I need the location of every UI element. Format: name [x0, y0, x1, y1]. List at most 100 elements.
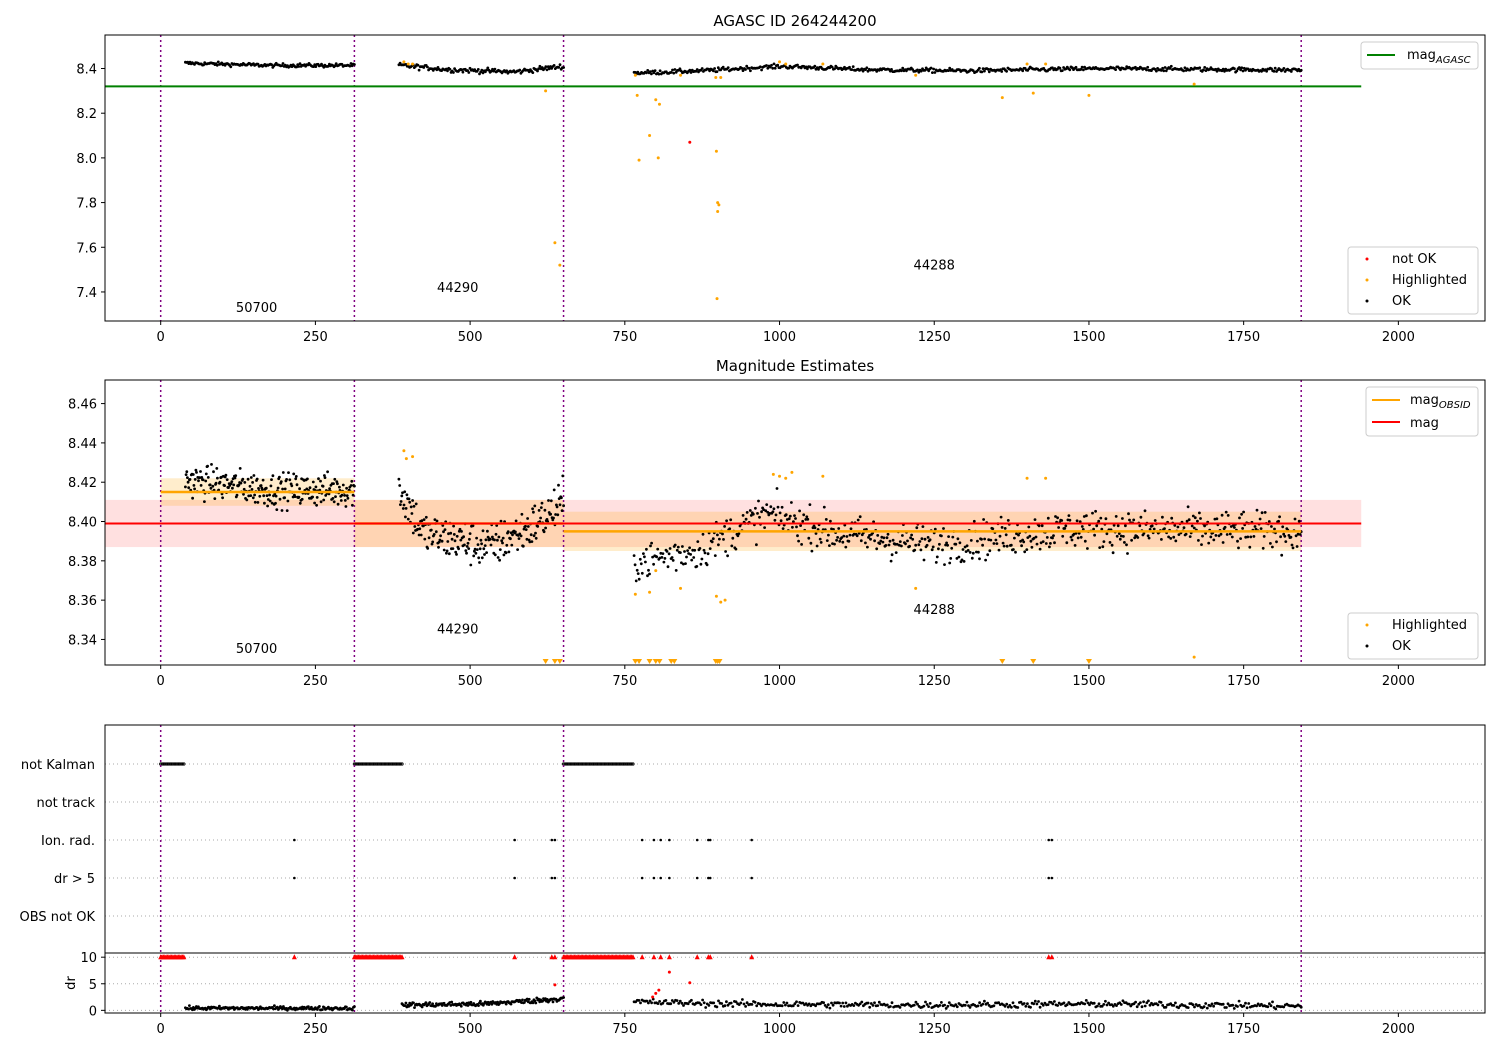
agasc-highlighted-point — [544, 89, 548, 93]
estimates-highlighted-point — [404, 457, 408, 461]
estimates-ok-point — [200, 476, 204, 479]
estimates-ok-point — [319, 500, 323, 504]
estimates-ok-point — [1252, 535, 1256, 538]
dr-ok-point — [504, 1002, 508, 1006]
estimates-ok-point — [549, 512, 552, 516]
agasc-ok-point — [340, 62, 344, 66]
legend-mag-obsid-label: magOBSID — [1410, 393, 1471, 411]
estimates-ok-point — [888, 539, 892, 543]
dr-clipped-marker — [512, 954, 518, 960]
dr-ok-point — [986, 1001, 989, 1005]
agasc-ok-point — [280, 64, 284, 67]
estimates-ok-point — [873, 539, 876, 543]
agasc-highlighted-point — [1087, 93, 1091, 97]
flag-marker — [640, 838, 644, 842]
dr-y-tick-label: 10 — [80, 951, 97, 966]
estimates-ok-point — [193, 478, 197, 481]
dr-ok-point — [838, 1001, 841, 1005]
dr-ok-point — [1100, 1004, 1104, 1008]
estimates-ok-point — [723, 525, 726, 528]
estimates-ok-point — [972, 519, 976, 523]
estimates-obsid-label: 50700 — [236, 642, 277, 657]
estimates-ok-point — [332, 500, 336, 504]
estimates-ok-point — [473, 547, 477, 551]
dr-ok-point — [707, 1004, 711, 1007]
estimates-ok-point — [887, 543, 891, 547]
estimates-ok-point — [866, 545, 869, 549]
dr-ok-point — [963, 1003, 967, 1007]
estimates-ok-point — [336, 502, 340, 506]
agasc-ok-point — [1114, 68, 1117, 71]
agasc-ok-point — [981, 67, 985, 70]
estimates-ok-point — [257, 487, 260, 490]
dr-not-ok-point — [553, 983, 557, 987]
flag-marker — [695, 876, 699, 880]
estimates-ok-point — [1015, 532, 1018, 536]
estimates-ok-point — [675, 548, 679, 552]
estimates-ok-point — [819, 541, 823, 544]
estimates-ok-point — [556, 513, 560, 517]
estimates-ok-point — [338, 485, 341, 489]
estimates-ok-point — [268, 499, 272, 503]
estimates-ok-point — [644, 560, 647, 564]
agasc-highlighted-point — [1192, 82, 1196, 86]
estimates-ok-point — [1049, 542, 1052, 545]
dr-ok-point — [791, 1004, 795, 1008]
dr-ok-point — [1237, 999, 1241, 1003]
dr-ok-point — [1225, 1006, 1228, 1009]
estimates-ok-point — [1228, 532, 1232, 536]
estimates-ok-point — [662, 560, 666, 564]
estimates-ok-point — [191, 496, 195, 500]
dr-ok-point — [1062, 1001, 1066, 1005]
dr-ok-point — [678, 999, 682, 1003]
estimates-ok-point — [765, 503, 769, 506]
flag-marker — [553, 838, 557, 842]
dr-ok-point — [1236, 1005, 1239, 1008]
flags-x-tick-label: 1250 — [918, 1022, 951, 1037]
estimates-ok-point — [682, 562, 685, 566]
estimates-ok-point — [796, 534, 799, 538]
estimates-ok-point — [1052, 534, 1055, 537]
estimates-highlighted-point — [654, 569, 658, 573]
estimates-ok-point — [1185, 519, 1189, 523]
estimates-ok-point — [807, 536, 811, 540]
legend-mag-agasc-label: magAGASC — [1407, 48, 1471, 66]
estimates-ok-point — [193, 487, 197, 491]
agasc-ok-point — [747, 66, 751, 70]
estimates-ok-point — [422, 524, 425, 528]
estimates-ok-point — [404, 507, 408, 510]
estimates-ok-point — [1110, 543, 1114, 547]
agasc-y-tick-label: 7.6 — [76, 241, 97, 256]
flag-marker — [293, 876, 296, 880]
estimates-ok-point — [496, 538, 499, 542]
agasc-ok-point — [806, 67, 809, 71]
flag-marker — [668, 838, 671, 842]
dr-ok-point — [218, 1004, 221, 1008]
estimates-ok-point — [514, 519, 518, 523]
estimates-ok-point — [755, 543, 758, 547]
estimates-ok-point — [964, 550, 968, 553]
agasc-ok-point — [558, 63, 562, 67]
estimates-ok-point — [847, 539, 851, 543]
estimates-ok-point — [514, 530, 517, 534]
estimates-ok-point — [402, 503, 406, 507]
estimates-ok-point — [317, 477, 320, 481]
agasc-ok-point — [334, 62, 338, 65]
estimates-ok-point — [478, 561, 481, 564]
dr-ok-point — [1174, 1001, 1177, 1005]
estimates-ok-point — [546, 520, 550, 523]
estimates-ok-point — [210, 463, 213, 466]
estimates-ok-point — [411, 499, 414, 502]
flags-x-tick-label: 0 — [157, 1022, 165, 1037]
dr-ok-point — [188, 1004, 191, 1007]
dr-ok-point — [1232, 1007, 1236, 1010]
estimates-ok-point — [227, 486, 230, 489]
agasc-ok-point — [669, 71, 673, 74]
estimates-ok-point — [475, 548, 479, 551]
dr-ok-point — [1053, 1000, 1056, 1003]
estimates-ok-point — [835, 538, 838, 542]
estimates-ok-point — [507, 550, 511, 554]
dr-ok-point — [831, 1003, 835, 1007]
estimates-ok-point — [1075, 519, 1079, 523]
estimates-ok-point — [799, 524, 802, 527]
